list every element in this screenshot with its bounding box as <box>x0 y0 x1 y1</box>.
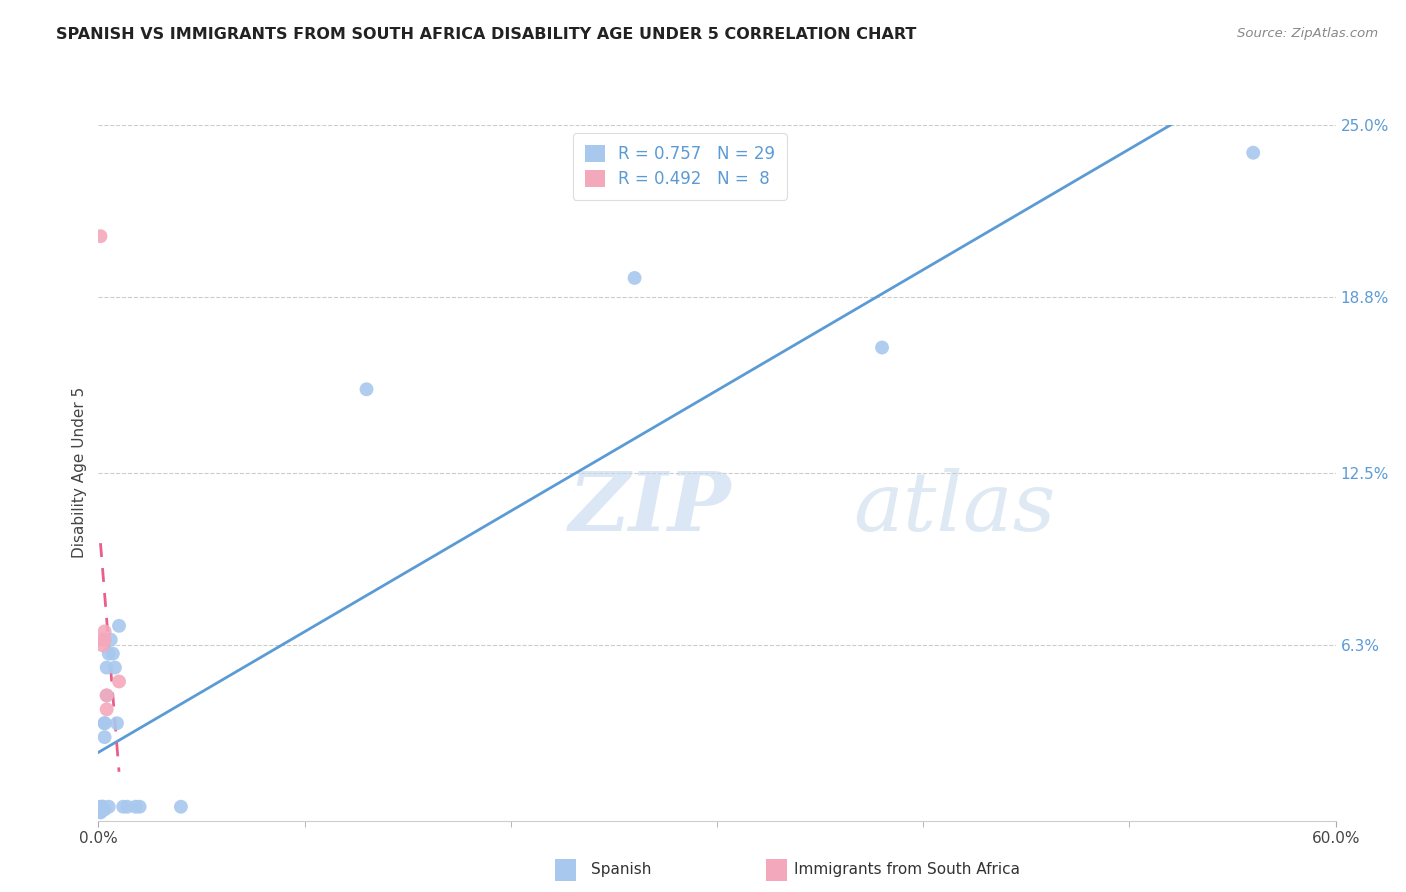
Point <box>170 799 193 814</box>
Point <box>96 660 118 674</box>
Point <box>91 638 114 652</box>
Point <box>128 799 150 814</box>
Point <box>104 660 127 674</box>
Point <box>1241 145 1264 160</box>
Text: SPANISH VS IMMIGRANTS FROM SOUTH AFRICA DISABILITY AGE UNDER 5 CORRELATION CHART: SPANISH VS IMMIGRANTS FROM SOUTH AFRICA … <box>56 27 917 42</box>
Point <box>108 619 131 633</box>
Point <box>105 716 128 731</box>
Point <box>89 805 111 820</box>
Point <box>124 799 146 814</box>
Point <box>96 702 118 716</box>
Point <box>93 632 115 647</box>
Text: Source: ZipAtlas.com: Source: ZipAtlas.com <box>1237 27 1378 40</box>
Point <box>91 799 114 814</box>
Text: Immigrants from South Africa: Immigrants from South Africa <box>794 863 1021 877</box>
Point <box>108 674 131 689</box>
Point <box>96 689 118 703</box>
Point <box>100 632 122 647</box>
Point <box>89 803 111 817</box>
Point <box>93 716 115 731</box>
Point <box>623 271 645 285</box>
Text: ZIP: ZIP <box>568 467 731 548</box>
Text: Spanish: Spanish <box>591 863 651 877</box>
Point <box>97 647 120 661</box>
Point <box>97 799 120 814</box>
Point <box>91 799 114 814</box>
Point <box>89 805 111 820</box>
Point <box>870 341 893 355</box>
Point <box>112 799 135 814</box>
Point <box>101 647 124 661</box>
Y-axis label: Disability Age Under 5: Disability Age Under 5 <box>72 387 87 558</box>
Point <box>93 624 115 639</box>
Point <box>93 803 115 817</box>
Point <box>89 229 111 244</box>
Text: atlas: atlas <box>853 467 1056 548</box>
Point <box>91 632 114 647</box>
Point <box>93 730 115 744</box>
Point <box>96 689 118 703</box>
Point <box>356 382 378 396</box>
Point <box>93 716 115 731</box>
Point <box>117 799 139 814</box>
Point <box>89 799 111 814</box>
Legend: R = 0.757   N = 29, R = 0.492   N =  8: R = 0.757 N = 29, R = 0.492 N = 8 <box>574 133 787 200</box>
Point <box>91 803 114 817</box>
